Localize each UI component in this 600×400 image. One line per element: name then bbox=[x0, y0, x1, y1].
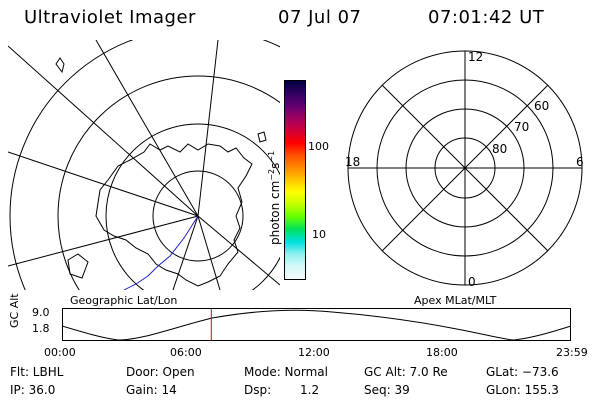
satellite-track bbox=[123, 215, 199, 290]
geographic-map bbox=[8, 40, 280, 290]
mlt-label-0: 0 bbox=[468, 275, 476, 289]
meridian-line bbox=[8, 215, 199, 267]
glon-info: GLon: 155.3 bbox=[486, 383, 559, 397]
mlt-label-18: 18 bbox=[345, 155, 360, 169]
altitude-ytick-bottom: 1.8 bbox=[32, 322, 50, 335]
altitude-xtick-2359: 23:59 bbox=[556, 346, 588, 359]
altitude-xtick-1200: 12:00 bbox=[298, 346, 330, 359]
meridian-line bbox=[172, 215, 199, 290]
geographic-panel-label: Geographic Lat/Lon bbox=[70, 294, 178, 307]
lat-circle bbox=[152, 170, 244, 262]
colorbar bbox=[284, 80, 306, 280]
instrument-title: Ultraviolet Imager bbox=[24, 7, 196, 28]
meridian-line bbox=[197, 215, 280, 286]
time-display: 07:01:42 UT bbox=[428, 7, 545, 28]
gc-alt-info: GC Alt: 7.0 Re bbox=[364, 365, 448, 379]
ip-info: IP: 36.0 bbox=[10, 383, 56, 397]
colorbar-gradient bbox=[285, 81, 305, 279]
meridian-line bbox=[8, 151, 199, 217]
seq-info: Seq: 39 bbox=[364, 383, 410, 397]
altitude-ylabel: GC Alt bbox=[8, 293, 21, 328]
meridian-line bbox=[197, 40, 219, 217]
meridian-line bbox=[8, 45, 199, 217]
filter-info: Flt: LBHL bbox=[10, 365, 64, 379]
meridian-line bbox=[197, 215, 221, 290]
dsp-label: Dsp: bbox=[244, 383, 272, 397]
mlt-label-6: 6 bbox=[576, 155, 584, 169]
coastline-island bbox=[257, 131, 267, 143]
mlat-mlt-polar-plot: 12 0 18 6 60 70 80 bbox=[345, 50, 584, 289]
altitude-xtick-0600: 06:00 bbox=[170, 346, 202, 359]
altitude-curve bbox=[62, 309, 572, 341]
mlat-label-70: 70 bbox=[514, 120, 529, 134]
gain-info: Gain: 14 bbox=[126, 383, 177, 397]
apex-panel-label: Apex MLat/MLT bbox=[414, 294, 497, 307]
lat-circle bbox=[57, 75, 280, 290]
mlat-label-80: 80 bbox=[492, 142, 507, 156]
lat-circle bbox=[105, 123, 280, 290]
coastline-island bbox=[67, 253, 89, 279]
lat-circle bbox=[9, 40, 280, 290]
meridian-line bbox=[95, 40, 199, 217]
glat-info: GLat: −73.6 bbox=[486, 365, 559, 379]
colorbar-title: photon cm−2s−1 bbox=[267, 150, 282, 245]
date-display: 07 Jul 07 bbox=[278, 7, 362, 28]
door-info: Door: Open bbox=[126, 365, 195, 379]
altitude-plot bbox=[62, 308, 572, 341]
dsp-value: 1.2 bbox=[300, 383, 320, 397]
altitude-ytick-top: 9.0 bbox=[32, 306, 50, 319]
colorbar-tick-10: 10 bbox=[312, 228, 326, 241]
altitude-xtick-1800: 18:00 bbox=[426, 346, 458, 359]
mlat-label-60: 60 bbox=[534, 99, 549, 113]
mode-info: Mode: Normal bbox=[244, 365, 328, 379]
mlt-label-12: 12 bbox=[468, 50, 483, 64]
mlt-diagonal bbox=[381, 84, 549, 252]
altitude-xtick-0000: 00:00 bbox=[44, 346, 76, 359]
colorbar-tick-100: 100 bbox=[308, 140, 329, 153]
coastline-island bbox=[55, 57, 65, 74]
coastline bbox=[95, 143, 253, 287]
altitude-plot-frame bbox=[62, 308, 571, 341]
